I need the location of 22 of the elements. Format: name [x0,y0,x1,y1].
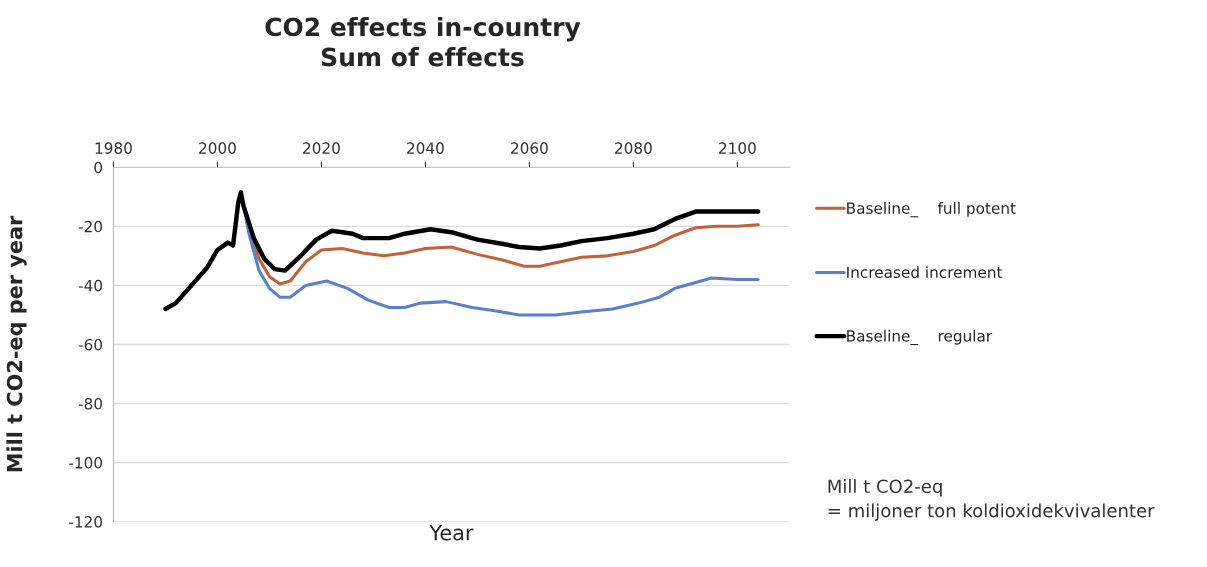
y-tick-label: -60 [78,338,103,351]
x-tick-label: 2040 [407,142,444,154]
y-tick-label: -80 [78,397,103,410]
x-tick-label: 2000 [199,142,236,154]
x-tick-label: 2060 [511,142,548,154]
x-tick-label: 2100 [719,142,756,154]
y-tick-label: -100 [69,457,103,469]
x-axis-title: Year [429,525,474,541]
x-tick-label: 1980 [95,142,132,154]
x-tick-label: 2080 [615,142,652,154]
y-tick-label: -20 [78,220,103,233]
text: Mill t CO2-eq = miljoner ton koldioxidekvivalenter [828,479,1155,521]
y-tick-label: -40 [78,279,103,292]
legend-label: Increased increment [847,266,1003,279]
y-tick-label: 0 [94,161,103,174]
y-tick-label: -120 [69,516,103,528]
chart-title: CO2 effects in-country Sum of effects [265,17,581,67]
legend-label: Baseline_ full potent [847,202,1016,218]
x-tick-label: 2020 [303,142,340,154]
legend-label: Baseline_ regular [847,329,993,346]
y-axis-title: Mill t CO2-eq per year [6,215,27,472]
line-series [163,190,761,312]
